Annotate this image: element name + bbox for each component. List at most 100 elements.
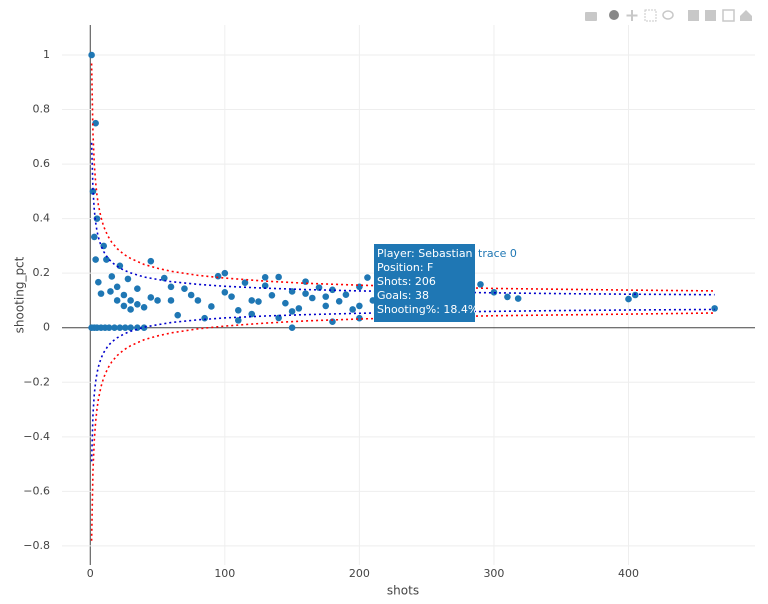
point xyxy=(140,324,148,332)
point xyxy=(261,273,269,281)
point xyxy=(248,297,256,304)
point xyxy=(93,215,101,222)
point xyxy=(127,324,134,332)
point xyxy=(234,317,242,324)
point xyxy=(214,272,222,280)
y-tick-label: 1 xyxy=(43,48,50,61)
hover-text: Shots: 206 xyxy=(377,275,436,288)
point xyxy=(329,318,336,326)
point xyxy=(342,291,350,299)
point xyxy=(167,297,175,304)
point xyxy=(288,308,296,315)
point xyxy=(322,293,330,300)
point xyxy=(120,302,128,310)
point xyxy=(288,324,296,332)
point xyxy=(120,291,128,299)
y-tick-label: 0.6 xyxy=(33,157,51,170)
point xyxy=(248,310,256,318)
y-tick-label: 0 xyxy=(43,321,50,334)
x-tick-label: 200 xyxy=(349,567,370,580)
point xyxy=(90,233,98,241)
y-tick-label: −0.8 xyxy=(23,539,50,552)
pan-icon[interactable] xyxy=(626,10,638,21)
point xyxy=(302,290,309,297)
point xyxy=(88,51,95,59)
y-tick-label: −0.4 xyxy=(23,430,50,443)
funnel-line xyxy=(90,312,715,541)
x-tick-label: 100 xyxy=(214,567,235,580)
point xyxy=(103,256,110,263)
point xyxy=(127,306,134,313)
point xyxy=(261,282,269,290)
point xyxy=(234,306,242,314)
point xyxy=(514,295,522,302)
point xyxy=(268,291,276,299)
point xyxy=(308,294,316,302)
point xyxy=(134,285,141,293)
point xyxy=(113,297,121,304)
point xyxy=(89,188,97,195)
y-tick-label: −0.2 xyxy=(23,375,50,388)
point xyxy=(92,119,99,127)
zoom-out-icon[interactable] xyxy=(705,10,716,21)
hover-text: Goals: 38 xyxy=(377,289,429,302)
point xyxy=(711,305,718,312)
point xyxy=(181,285,188,293)
x-axis-title: shots xyxy=(387,584,419,598)
point xyxy=(490,288,498,296)
point xyxy=(194,297,202,304)
box-select-icon[interactable] xyxy=(644,9,657,22)
point xyxy=(221,288,229,296)
point xyxy=(116,324,124,332)
point xyxy=(95,278,102,286)
point xyxy=(349,306,356,313)
reset-icon[interactable] xyxy=(740,10,752,21)
point xyxy=(124,275,132,283)
hover-text: Player: Sebastian Aho xyxy=(377,247,498,260)
point xyxy=(504,293,511,301)
y-axis-title: shooting_pct xyxy=(13,256,27,333)
point xyxy=(275,273,282,281)
point xyxy=(295,305,303,312)
hover-text: Position: F xyxy=(377,261,433,274)
zoom-in-icon[interactable] xyxy=(688,10,699,21)
autoscale-icon[interactable] xyxy=(722,9,735,22)
point xyxy=(241,279,249,287)
point xyxy=(356,302,363,310)
point xyxy=(364,274,371,281)
hover-box xyxy=(374,244,475,322)
funnel-line xyxy=(90,308,715,462)
point xyxy=(322,302,330,310)
point xyxy=(134,300,141,308)
x-tick-label: 0 xyxy=(87,567,94,580)
point xyxy=(113,283,121,291)
hover-text: Shooting%: 18.4% xyxy=(377,303,478,316)
lasso-icon[interactable] xyxy=(662,10,674,20)
point xyxy=(228,293,235,300)
y-tick-label: −0.6 xyxy=(23,484,50,497)
modebar xyxy=(585,9,752,22)
point xyxy=(97,290,105,297)
point xyxy=(160,274,168,282)
point xyxy=(208,303,215,310)
point xyxy=(121,324,129,332)
point xyxy=(201,314,208,322)
point xyxy=(154,297,161,304)
point xyxy=(167,283,175,291)
point xyxy=(147,257,155,265)
point xyxy=(335,297,343,305)
point xyxy=(111,324,118,332)
hover-trace: trace 0 xyxy=(478,247,517,260)
x-tick-label: 400 xyxy=(618,567,639,580)
point xyxy=(107,288,114,295)
point xyxy=(221,269,229,277)
point xyxy=(147,294,155,301)
y-tick-label: 0.4 xyxy=(33,212,51,225)
camera-icon[interactable] xyxy=(585,12,597,21)
point xyxy=(187,291,195,299)
zoom-icon[interactable] xyxy=(609,10,619,20)
point xyxy=(625,295,632,303)
